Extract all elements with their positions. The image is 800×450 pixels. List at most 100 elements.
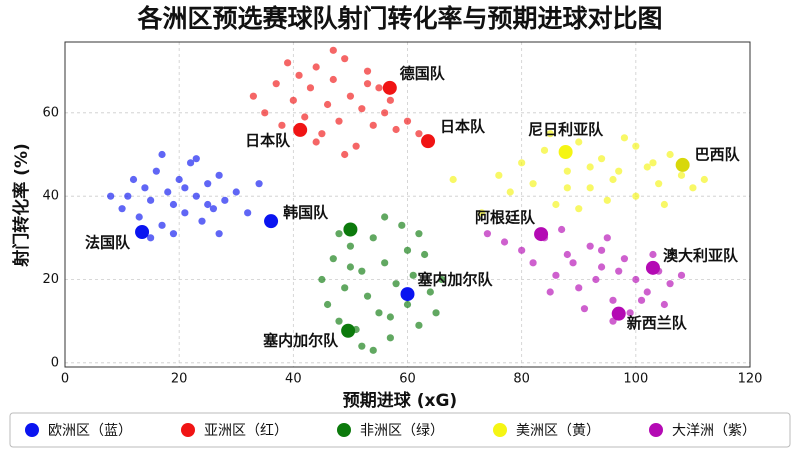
data-point: [529, 180, 537, 188]
data-point: [369, 234, 377, 242]
data-point: [147, 196, 155, 204]
highlight-point: [534, 227, 549, 242]
data-point: [192, 155, 200, 163]
data-point: [181, 184, 189, 192]
data-point: [289, 96, 297, 104]
data-point: [158, 150, 166, 159]
legend-marker: [649, 423, 663, 437]
data-point: [375, 84, 383, 92]
data-point: [181, 209, 189, 217]
data-point: [409, 271, 417, 279]
data-point: [278, 121, 286, 129]
data-point: [381, 109, 389, 117]
legend-label: 美洲区（黄）: [516, 422, 600, 439]
data-point: [306, 84, 315, 92]
data-point: [649, 250, 657, 259]
data-point: [415, 130, 423, 138]
data-point: [107, 192, 115, 200]
data-point: [335, 230, 343, 238]
data-point: [323, 100, 332, 109]
highlight-point: [558, 145, 573, 159]
data-point: [318, 130, 326, 138]
data-point: [506, 188, 514, 196]
data-point: [135, 213, 143, 221]
data-point: [655, 180, 663, 188]
highlight-point: [341, 323, 356, 338]
legend-marker: [25, 423, 39, 437]
legend-label: 非洲区（绿）: [360, 423, 444, 439]
data-point: [129, 175, 138, 184]
data-point: [586, 163, 594, 171]
highlight-label: 阿根廷队: [475, 209, 536, 227]
data-point: [363, 67, 372, 75]
data-point: [546, 130, 554, 138]
y-tick-label: 0: [51, 355, 59, 370]
data-point: [597, 263, 606, 271]
highlight-point: [421, 134, 436, 149]
data-point: [312, 138, 320, 146]
data-point: [249, 92, 257, 100]
data-point: [329, 46, 337, 54]
data-point: [677, 271, 686, 279]
plot-frame: [64, 41, 751, 368]
data-point: [346, 92, 355, 100]
data-point: [386, 313, 394, 321]
data-point: [563, 184, 571, 192]
data-point: [375, 309, 383, 317]
data-point: [295, 71, 303, 79]
legend-box: [9, 412, 791, 448]
data-point: [392, 125, 400, 134]
highlight-point: [645, 260, 660, 275]
data-point: [147, 234, 155, 242]
data-point: [398, 221, 406, 229]
data-point: [272, 80, 280, 88]
highlight-point: [264, 214, 279, 229]
data-point: [341, 284, 349, 292]
data-point: [586, 242, 594, 250]
data-point: [335, 317, 343, 325]
data-point: [363, 292, 372, 300]
chart-title: 各洲区预选赛球队射门转化率与预期进球对比图: [136, 4, 662, 33]
data-point: [175, 175, 183, 184]
x-tick-label: 40: [285, 372, 302, 387]
data-point: [215, 171, 223, 179]
data-point: [329, 255, 337, 263]
data-point: [438, 275, 446, 284]
data-point: [700, 175, 708, 184]
data-point: [483, 230, 492, 238]
data-point: [169, 200, 178, 209]
data-point: [358, 105, 366, 113]
data-point: [335, 117, 343, 125]
highlight-point: [400, 287, 415, 302]
highlight-label: 巴西队: [695, 145, 741, 163]
data-point: [186, 159, 195, 167]
data-point: [204, 180, 212, 188]
data-point: [643, 163, 651, 171]
data-point: [363, 80, 372, 88]
data-point: [152, 167, 160, 175]
legend-label: 大洋洲（紫）: [672, 423, 756, 439]
data-point: [575, 284, 583, 292]
data-point: [592, 275, 600, 284]
data-point: [341, 150, 349, 159]
legend-label: 亚洲区（红）: [204, 423, 288, 439]
data-point: [415, 321, 423, 329]
data-point: [215, 230, 223, 238]
y-tick-label: 40: [42, 189, 59, 204]
x-tick-label: 100: [623, 372, 648, 387]
data-point: [432, 309, 440, 317]
data-point: [352, 142, 360, 150]
data-point: [169, 230, 178, 238]
data-point: [301, 113, 309, 121]
x-axis-label: 预期进球 (xG): [343, 391, 457, 411]
data-point: [575, 138, 583, 146]
data-point: [421, 250, 429, 259]
highlight-point: [611, 306, 626, 321]
highlight-point: [675, 157, 690, 172]
data-point: [586, 184, 594, 192]
highlight-point: [382, 80, 397, 95]
data-point: [124, 192, 132, 200]
data-point: [626, 309, 634, 317]
data-point: [329, 75, 337, 84]
